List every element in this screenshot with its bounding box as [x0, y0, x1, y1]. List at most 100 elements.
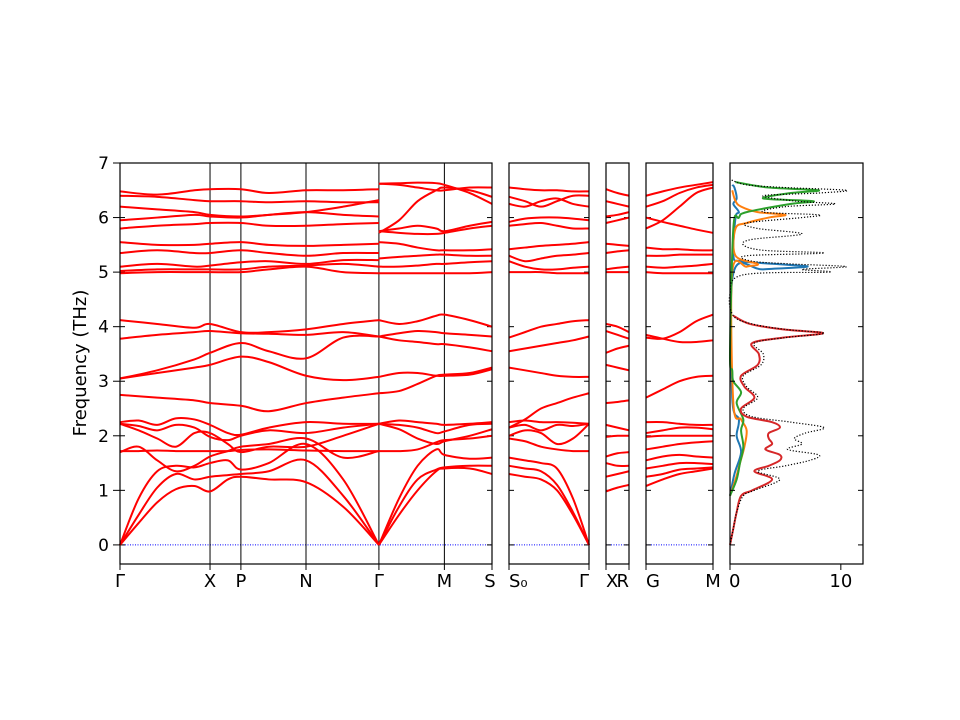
phonon-band	[508, 216, 590, 223]
phonon-band	[605, 242, 630, 247]
phonon-band	[605, 330, 630, 340]
phonon-band	[378, 366, 493, 395]
phonon-band	[378, 260, 493, 268]
panel-frame	[508, 162, 590, 565]
phonon-band	[119, 448, 379, 453]
x-tick-label: Γ	[579, 571, 589, 592]
x-tick-label: M	[705, 571, 721, 592]
dos-panel-frame	[729, 162, 864, 565]
phonon-band	[605, 211, 630, 218]
phonon-band	[378, 241, 493, 252]
y-tick-label: 0	[98, 536, 109, 556]
phonon-band	[119, 241, 379, 247]
phonon-band	[508, 366, 590, 378]
phonon-band	[119, 199, 380, 218]
phonon-band	[645, 466, 714, 478]
phonon-band	[119, 442, 380, 546]
x-tick-label: P	[235, 571, 246, 592]
x-tick-label: N	[299, 571, 312, 592]
phonon-band	[508, 422, 590, 432]
y-axis: 0 1 2 3 4 5 6 7	[98, 154, 120, 556]
phonon-band	[119, 249, 379, 257]
phonon-band	[508, 241, 590, 251]
phonon-band	[378, 422, 493, 446]
phonon-band	[378, 419, 493, 426]
x-tick-label: S	[484, 571, 495, 592]
phonon-band	[119, 422, 380, 442]
x-tick-label: R	[616, 571, 629, 592]
phonon-band	[119, 262, 379, 273]
phonon-band	[119, 392, 380, 413]
phonon-band	[605, 216, 630, 224]
phonon-band	[119, 355, 380, 382]
phonon-band	[605, 363, 630, 372]
phonon-band	[508, 221, 590, 230]
y-tick-label: 3	[98, 372, 109, 392]
phonon-band	[605, 249, 630, 255]
phonon-band	[605, 462, 630, 467]
x-tick-label: G	[646, 571, 660, 592]
phonon-band	[508, 335, 590, 353]
x-tick-label: X	[204, 571, 216, 592]
phonon-band	[378, 253, 493, 260]
phonon-band	[119, 265, 379, 275]
phonon-band	[645, 421, 714, 426]
phonon-band	[378, 368, 493, 378]
band-panel-3: XR	[605, 162, 630, 592]
phonon-band	[645, 434, 713, 438]
panel-frame	[119, 162, 493, 565]
phonon-band	[508, 456, 590, 546]
x-tick-label: S₀	[509, 571, 528, 592]
phonon-band	[378, 434, 493, 453]
phonon-band	[508, 186, 590, 193]
phonon-band	[119, 330, 380, 340]
phonon-band	[605, 483, 630, 493]
phonon-band	[508, 319, 590, 339]
phonon-band	[508, 194, 590, 208]
phonon-band	[508, 252, 590, 263]
phonon-band	[508, 392, 590, 429]
partial-dos-curve	[729, 189, 787, 497]
phonon-band	[645, 467, 714, 487]
x-tick-label: Γ	[374, 571, 384, 592]
y-tick-label: 4	[98, 318, 109, 338]
phonon-band	[645, 216, 714, 234]
panel-frame	[605, 162, 630, 565]
phonon-band	[378, 181, 493, 205]
phonon-band	[645, 186, 714, 230]
phonon-band	[378, 220, 493, 233]
phonon-band	[645, 374, 714, 399]
phonon-band	[645, 453, 714, 462]
phonon-band	[645, 262, 714, 269]
phonon-band	[119, 187, 379, 196]
phonon-band	[508, 437, 590, 453]
phonon-band	[378, 313, 493, 328]
phonon-band	[119, 475, 380, 546]
partial-dos-curve	[729, 314, 825, 546]
partial-dos-curve	[729, 184, 809, 496]
x-tick-label: Γ	[115, 571, 125, 592]
panel-frame	[645, 162, 714, 565]
phonon-band	[605, 200, 630, 208]
phonon-band	[645, 181, 714, 197]
phonon-band	[605, 188, 630, 197]
y-tick-label: 6	[98, 209, 109, 229]
phonon-band	[119, 221, 379, 230]
phonon-band	[119, 458, 380, 546]
phonon-band	[645, 183, 714, 208]
phonon-band	[645, 271, 713, 275]
band-panels: Γ X P N Γ M S S₀ Γ XR G M	[115, 162, 721, 592]
phonon-band	[378, 224, 493, 236]
phonon-band	[605, 399, 630, 405]
phonon-band	[377, 448, 493, 546]
phonon-band	[119, 211, 379, 222]
phonon-band	[645, 333, 714, 344]
phonon-band	[119, 416, 379, 437]
phonon-band	[119, 437, 380, 473]
phonon-band	[378, 464, 493, 546]
phonon-band	[605, 265, 630, 271]
phonon-band	[378, 271, 493, 275]
